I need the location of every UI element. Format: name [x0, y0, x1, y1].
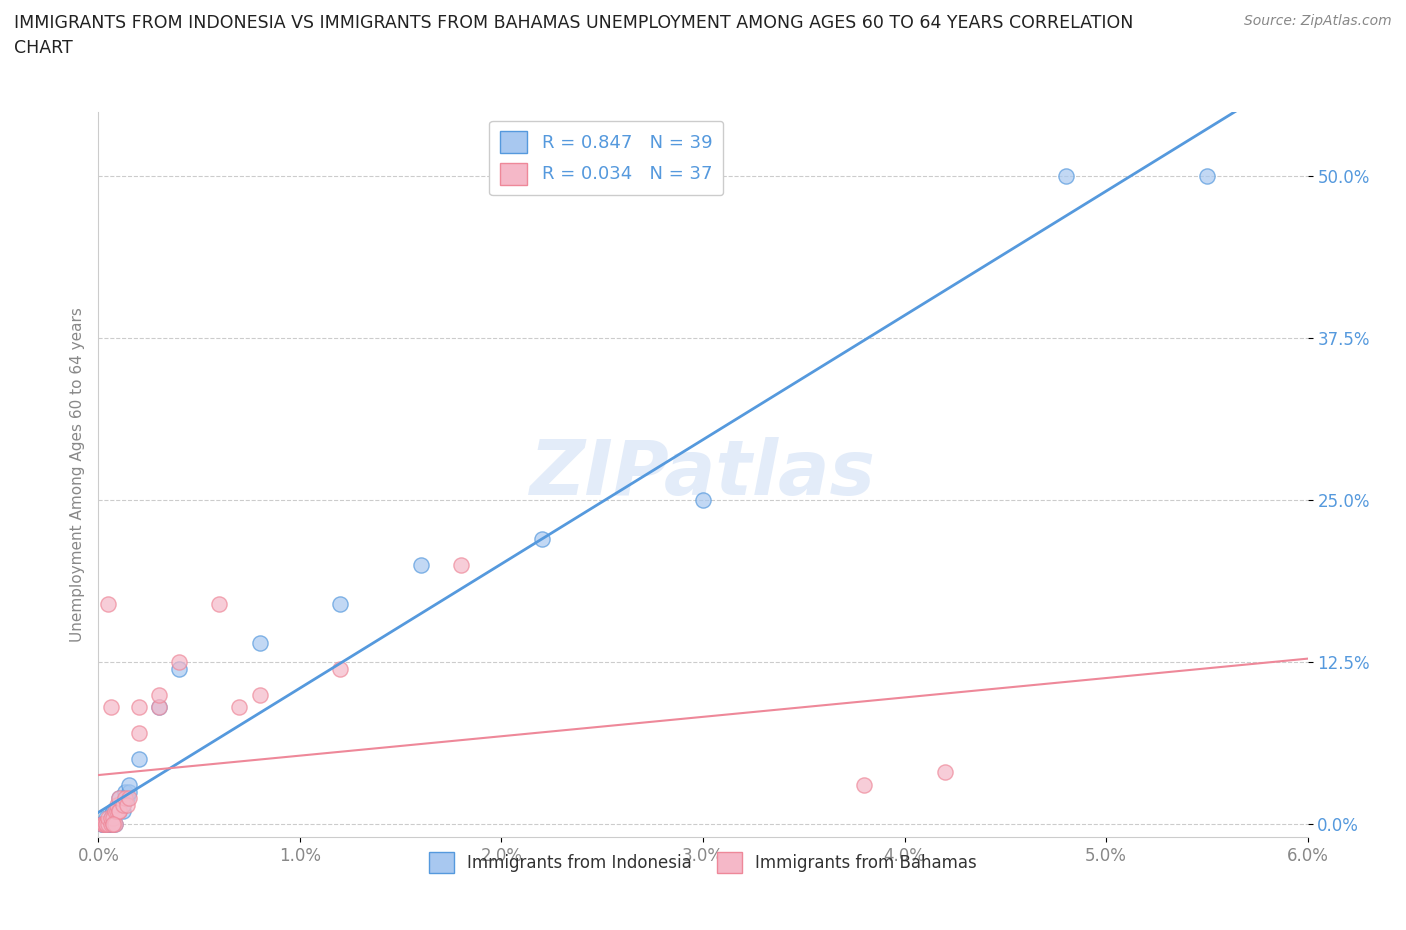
Point — [100, 817, 122, 831]
Point — [111, 797, 134, 812]
Point — [100, 810, 122, 825]
Point — [1195, 169, 1218, 184]
Point — [111, 804, 134, 818]
Point — [100, 810, 122, 825]
Point — [853, 777, 876, 792]
Point — [167, 655, 190, 670]
Point — [101, 804, 124, 818]
Point — [118, 790, 141, 805]
Point — [148, 687, 170, 702]
Point — [692, 493, 714, 508]
Point — [107, 804, 129, 818]
Point — [105, 804, 128, 818]
Point — [107, 804, 129, 818]
Point — [118, 784, 141, 799]
Point — [107, 797, 129, 812]
Point — [100, 817, 122, 831]
Y-axis label: Unemployment Among Ages 60 to 64 years: Unemployment Among Ages 60 to 64 years — [69, 307, 84, 642]
Point — [105, 804, 128, 818]
Point — [115, 790, 138, 805]
Point — [96, 817, 118, 831]
Point — [103, 804, 125, 818]
Point — [115, 797, 138, 812]
Point — [114, 784, 136, 799]
Point — [107, 790, 129, 805]
Point — [96, 817, 118, 831]
Point — [409, 558, 432, 573]
Point — [97, 817, 120, 831]
Point — [96, 817, 118, 831]
Point — [97, 596, 120, 611]
Point — [97, 817, 120, 831]
Point — [128, 751, 150, 766]
Point — [93, 817, 115, 831]
Point — [107, 804, 129, 818]
Point — [249, 635, 271, 650]
Point — [93, 817, 115, 831]
Point — [97, 817, 120, 831]
Point — [450, 558, 472, 573]
Point — [103, 804, 125, 818]
Point — [148, 700, 170, 715]
Point — [114, 790, 136, 805]
Point — [96, 810, 118, 825]
Point — [101, 817, 124, 831]
Point — [329, 661, 352, 676]
Point — [101, 810, 124, 825]
Text: Source: ZipAtlas.com: Source: ZipAtlas.com — [1244, 14, 1392, 28]
Point — [101, 817, 124, 831]
Point — [228, 700, 250, 715]
Point — [100, 700, 122, 715]
Point — [91, 817, 114, 831]
Point — [128, 700, 150, 715]
Point — [100, 817, 122, 831]
Point — [91, 817, 114, 831]
Point — [107, 790, 129, 805]
Point — [148, 700, 170, 715]
Point — [97, 817, 120, 831]
Point — [91, 817, 114, 831]
Point — [93, 817, 115, 831]
Text: CHART: CHART — [14, 39, 73, 57]
Text: ZIPatlas: ZIPatlas — [530, 437, 876, 512]
Point — [101, 804, 124, 818]
Point — [167, 661, 190, 676]
Point — [934, 764, 956, 779]
Point — [103, 817, 125, 831]
Point — [105, 804, 128, 818]
Point — [97, 810, 120, 825]
Point — [114, 790, 136, 805]
Point — [118, 777, 141, 792]
Point — [93, 817, 115, 831]
Point — [329, 596, 352, 611]
Legend: Immigrants from Indonesia, Immigrants from Bahamas: Immigrants from Indonesia, Immigrants fr… — [422, 845, 984, 880]
Point — [128, 726, 150, 741]
Point — [249, 687, 271, 702]
Point — [1054, 169, 1077, 184]
Point — [111, 797, 134, 812]
Point — [530, 532, 553, 547]
Point — [105, 797, 128, 812]
Point — [101, 817, 124, 831]
Text: IMMIGRANTS FROM INDONESIA VS IMMIGRANTS FROM BAHAMAS UNEMPLOYMENT AMONG AGES 60 : IMMIGRANTS FROM INDONESIA VS IMMIGRANTS … — [14, 14, 1133, 32]
Point — [103, 817, 125, 831]
Point — [208, 596, 231, 611]
